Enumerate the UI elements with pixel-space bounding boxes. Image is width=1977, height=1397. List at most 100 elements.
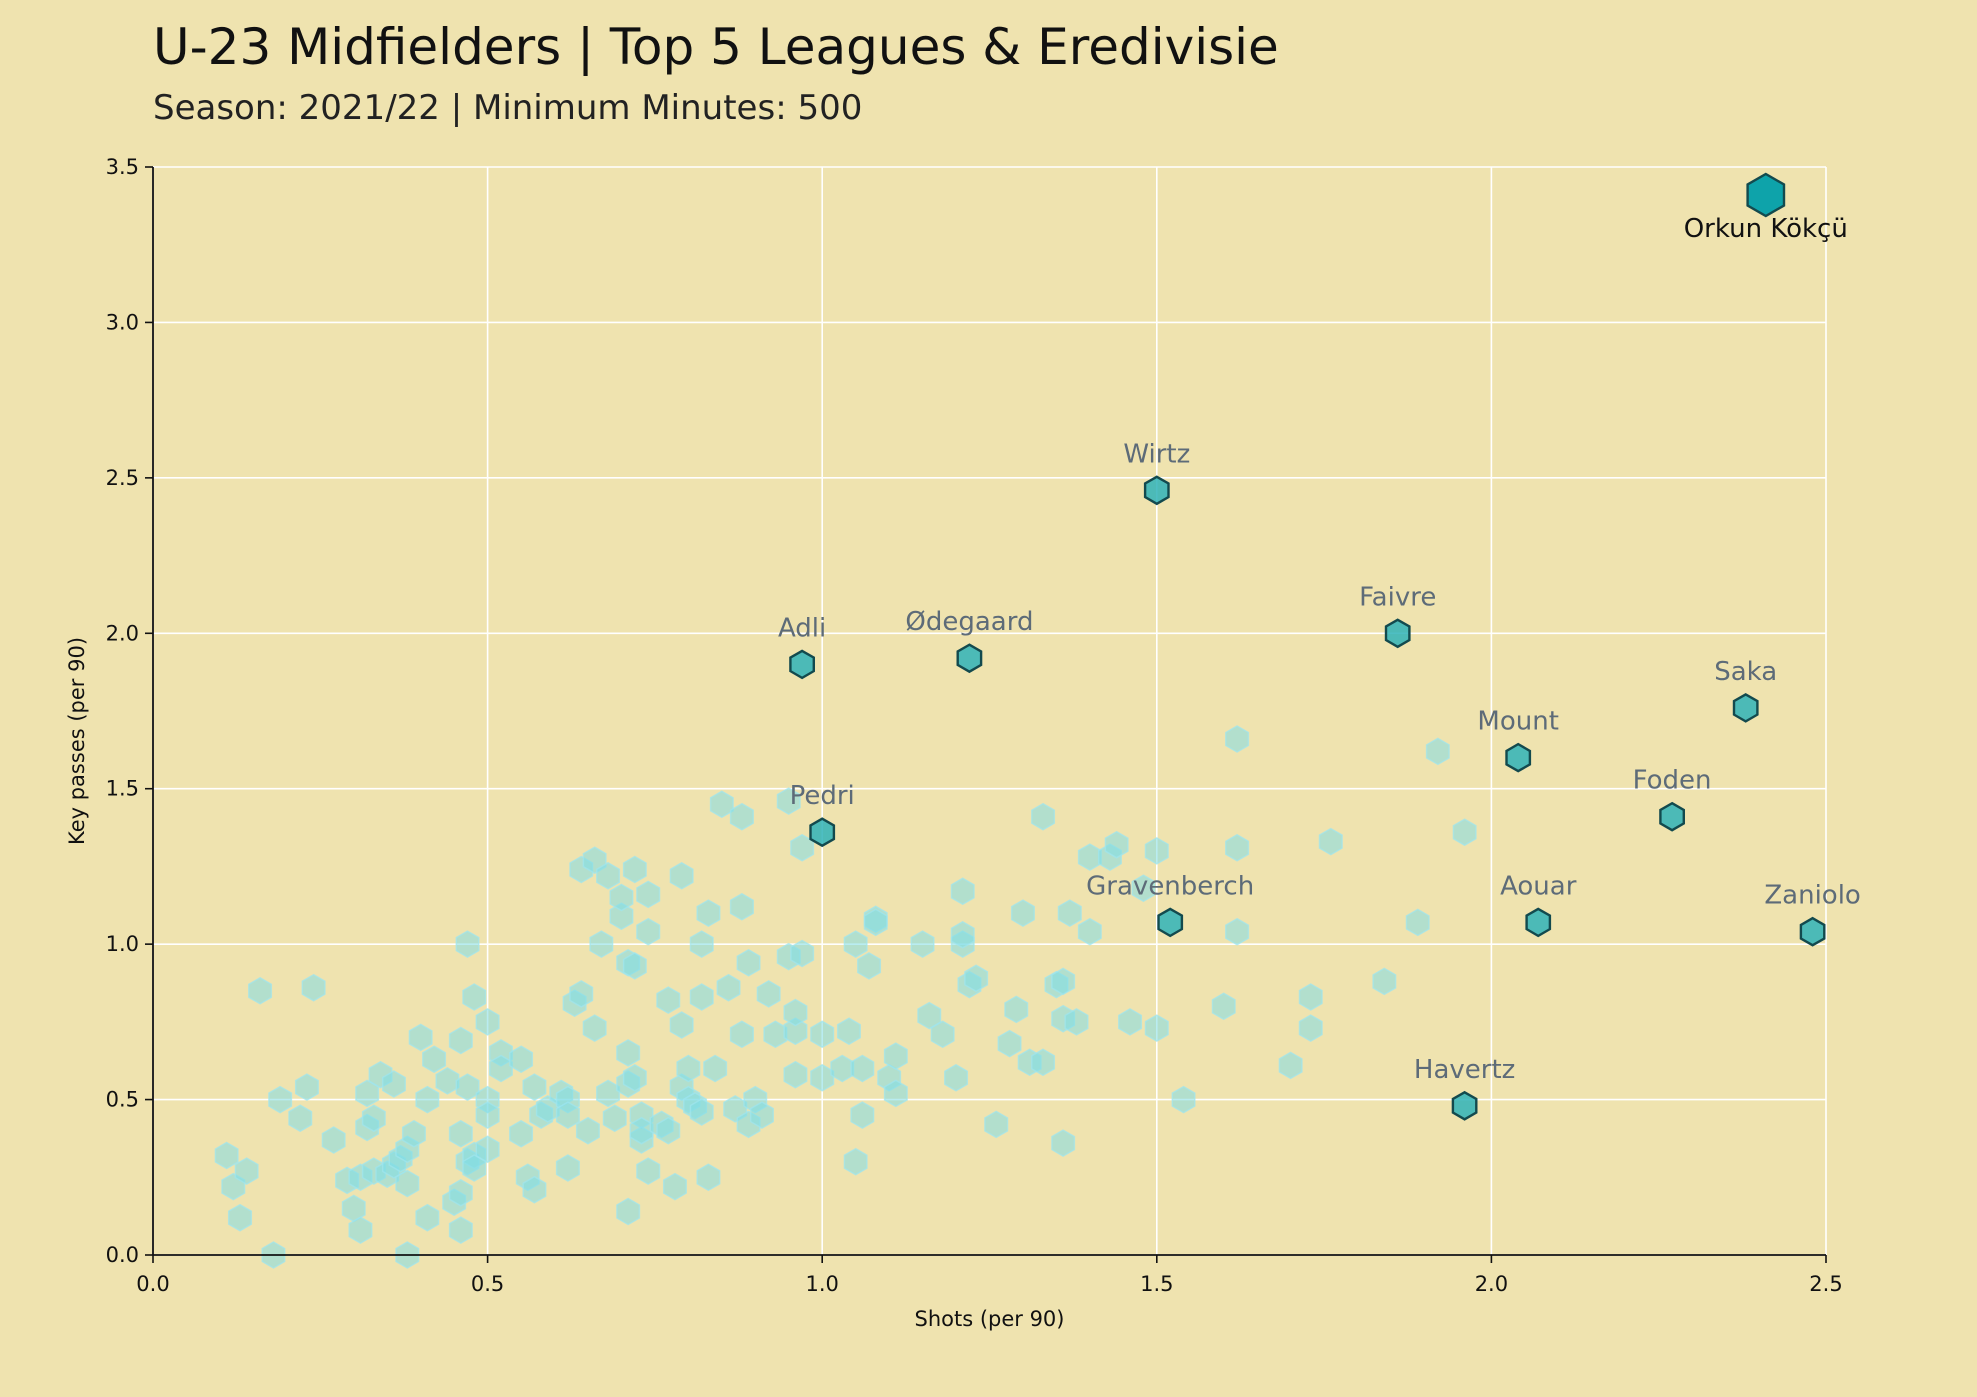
scatter-point [676, 1054, 701, 1083]
scatter-point [555, 1101, 580, 1129]
scatter-point [850, 1101, 875, 1129]
scatter-point [1104, 830, 1129, 859]
scatter-point [1425, 737, 1450, 766]
scatter-point [622, 1063, 647, 1092]
scatter-point [455, 930, 480, 958]
scatter-point [636, 880, 661, 909]
scatter-point [836, 1017, 861, 1046]
scatter-point [783, 998, 808, 1027]
highlighted-point [1525, 907, 1552, 938]
scatter-point [395, 1169, 420, 1198]
x-tick-label: 2.5 [1809, 1272, 1842, 1296]
highlighted-point [1659, 801, 1686, 832]
scatter-point [596, 1079, 621, 1108]
scatter-point [783, 1060, 808, 1089]
scatter-point [1452, 818, 1477, 847]
scatter-point [1278, 1051, 1303, 1080]
scatter-point [415, 1085, 440, 1114]
scatter-point [248, 976, 273, 1005]
scatter-point [361, 1104, 386, 1133]
scatter-point [662, 1172, 687, 1201]
y-tick-label: 3.5 [106, 155, 139, 179]
background-points [214, 725, 1477, 1269]
highlighted-point [1732, 693, 1759, 723]
scatter-point [696, 899, 721, 927]
highlighted-points [789, 172, 1826, 1121]
scatter-point [984, 1110, 1009, 1139]
scatter-point [435, 1067, 460, 1095]
player-label: Havertz [1414, 1055, 1515, 1085]
scatter-point [488, 1054, 513, 1083]
scatter-point [1051, 967, 1076, 996]
scatter-point [348, 1216, 373, 1244]
scatter-point [843, 1147, 868, 1176]
x-tick-label: 1.5 [1140, 1272, 1173, 1296]
scatter-point [569, 980, 594, 1008]
highlighted-point [1143, 475, 1170, 506]
x-tick-label: 2.0 [1475, 1272, 1508, 1296]
scatter-point [1064, 1008, 1089, 1036]
scatter-point [830, 1054, 855, 1083]
scatter-point [783, 1017, 808, 1046]
scatter-point [609, 902, 634, 931]
player-label: Gravenberch [1086, 871, 1254, 901]
y-tick-label: 3.0 [106, 310, 139, 334]
scatter-point [997, 1029, 1022, 1058]
x-axis-label: Shots (per 90) [914, 1307, 1064, 1331]
scatter-point [1298, 1014, 1323, 1042]
scatter-point [1225, 917, 1250, 946]
x-tick-label: 1.0 [805, 1272, 838, 1296]
scatter-point [462, 983, 487, 1011]
scatter-point [602, 1104, 627, 1133]
scatter-point [1031, 802, 1056, 831]
player-label: Mount [1477, 707, 1559, 737]
scatter-point [616, 1197, 641, 1226]
y-tick-label: 1.5 [106, 777, 139, 801]
scatter-point [582, 1014, 607, 1042]
scatter-point [703, 1054, 728, 1083]
scatter-point [1057, 899, 1082, 927]
x-tick-label: 0.0 [136, 1272, 169, 1296]
scatter-point [689, 930, 714, 958]
scatter-point [636, 917, 661, 946]
scatter-point [448, 1178, 473, 1207]
scatter-point [964, 964, 989, 993]
highlighted-point [1384, 618, 1411, 649]
scatter-point [1077, 917, 1102, 946]
axes: 0.0 0.5 1.0 1.5 2.0 2.5 0.0 0.5 1.0 1.5 2.0 2.5 3.0 3… [65, 155, 1843, 1331]
highlighted-point [1451, 1090, 1478, 1121]
scatter-point [301, 973, 326, 1002]
scatter-point [910, 930, 935, 958]
scatter-point [622, 952, 647, 980]
scatter-point [294, 1073, 319, 1101]
scatter-point [448, 1119, 473, 1148]
scatter-point [843, 930, 868, 958]
scatter-point [917, 1001, 942, 1030]
scatter-point [1171, 1085, 1196, 1114]
scatter-point [756, 980, 781, 1008]
scatter-point [716, 973, 741, 1002]
scatter-point [763, 1020, 788, 1049]
scatter-point [669, 861, 694, 890]
scatter-point [234, 1157, 259, 1185]
scatter-point [1004, 995, 1029, 1024]
scatter-point [1318, 827, 1343, 856]
scatter-point [1405, 908, 1430, 937]
highlighted-point [1799, 916, 1826, 947]
scatter-point [381, 1070, 406, 1098]
y-tick-label: 2.5 [106, 466, 139, 490]
scatter-point [790, 939, 815, 968]
scatter-point [883, 1079, 908, 1108]
y-tick-label: 1.0 [106, 932, 139, 956]
highlighted-point [1505, 742, 1532, 773]
scatter-point [596, 861, 621, 890]
scatter-point [509, 1045, 534, 1074]
player-label: Zaniolo [1764, 881, 1860, 911]
scatter-point [1298, 983, 1323, 1011]
player-label: Wirtz [1123, 439, 1190, 469]
scatter-point [1077, 843, 1102, 871]
scatter-point [622, 855, 647, 884]
scatter-point [709, 790, 734, 819]
